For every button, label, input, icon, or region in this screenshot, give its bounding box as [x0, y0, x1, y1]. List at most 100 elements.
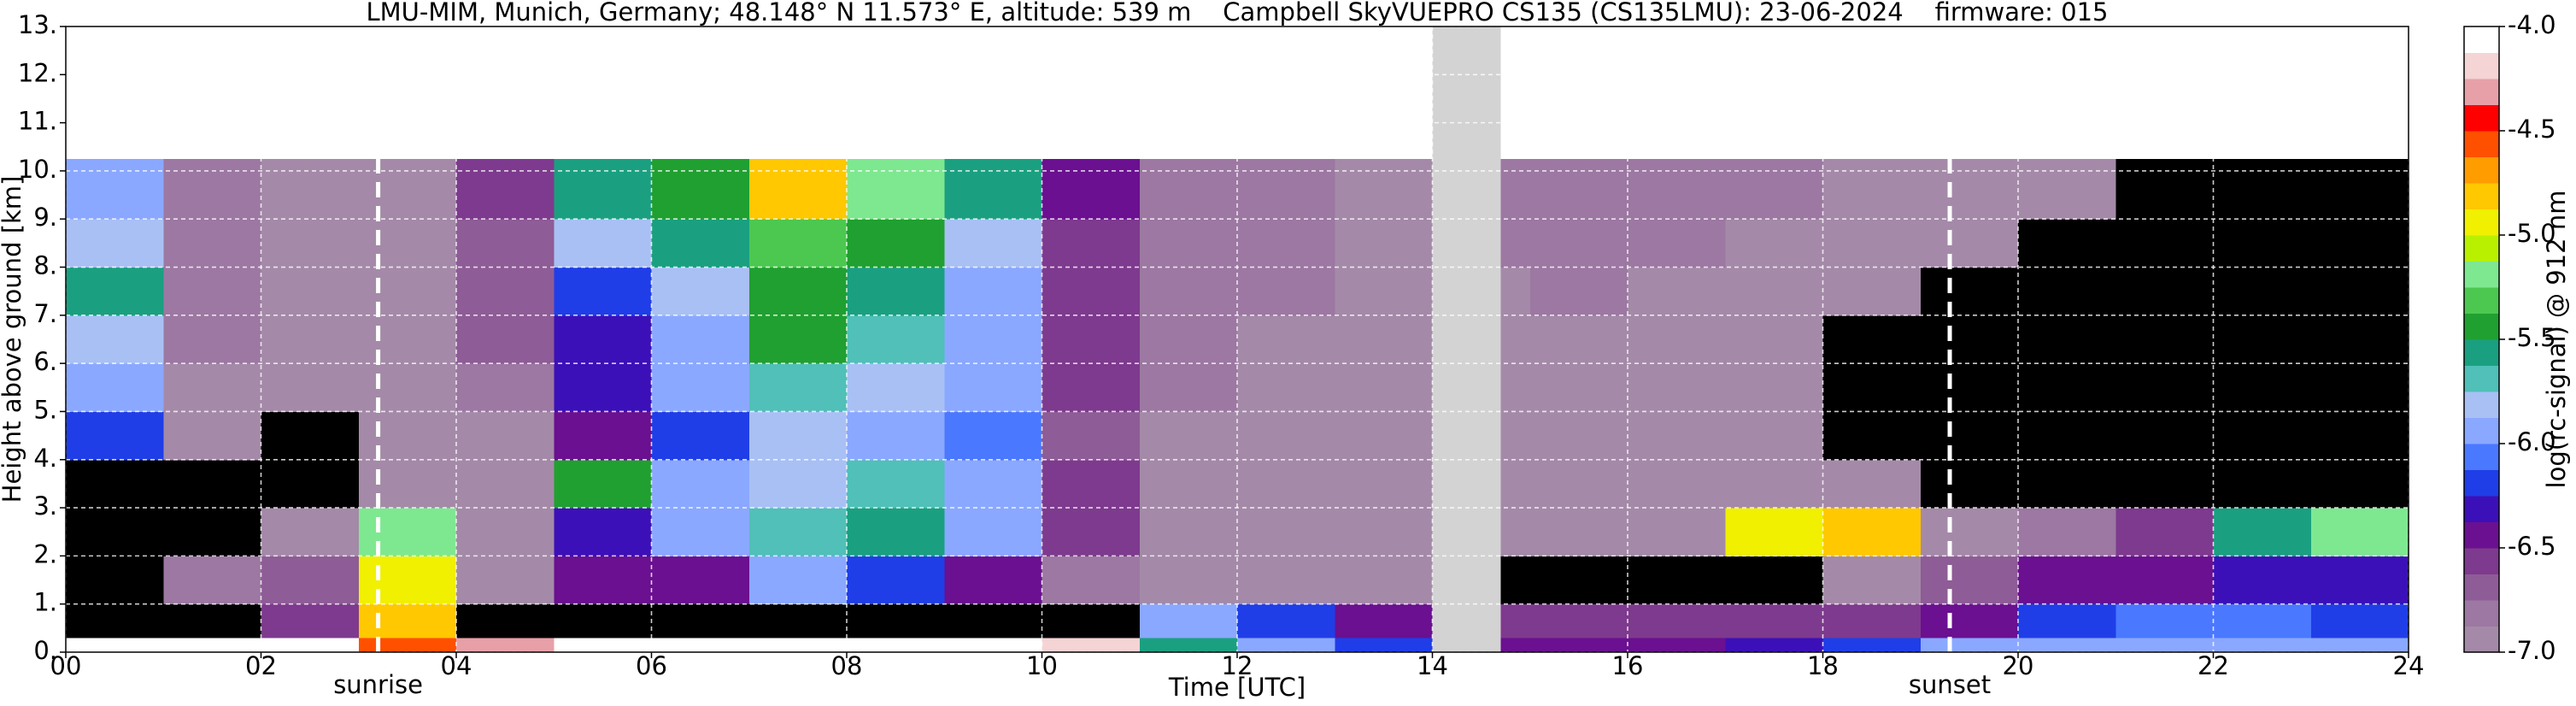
- heatmap-cell: [651, 556, 750, 605]
- heatmap-cell: [2018, 267, 2116, 316]
- heatmap-cell: [1628, 411, 1726, 461]
- heatmap-cell: [2213, 267, 2312, 316]
- heatmap-cell: [1335, 219, 1433, 268]
- heatmap-cell: [1500, 508, 1531, 556]
- heatmap-cell: [163, 158, 261, 220]
- heatmap-cell: [944, 363, 1042, 412]
- y-tick-label: 0.: [33, 636, 57, 665]
- heatmap-cell: [456, 638, 555, 653]
- heatmap-cell: [456, 603, 555, 638]
- heatmap-cell: [1822, 411, 1922, 461]
- heatmap-cell: [847, 158, 945, 220]
- heatmap-cell: [358, 267, 457, 316]
- heatmap-cell: [554, 459, 652, 509]
- heatmap-cell: [1139, 363, 1238, 412]
- heatmap-cell: [1920, 315, 2019, 364]
- heatmap-cell: [1822, 158, 1922, 220]
- heatmap-cell: [1237, 508, 1335, 556]
- heatmap-cell: [1628, 603, 1726, 638]
- heatmap-cell: [554, 363, 652, 412]
- heatmap-cell: [163, 556, 261, 605]
- heatmap-cell: [2115, 411, 2214, 461]
- colorbar-segment: [2464, 469, 2499, 497]
- heatmap-cell: [944, 603, 1042, 638]
- heatmap-cell: [847, 363, 945, 412]
- heatmap-cell: [1628, 267, 1726, 316]
- heatmap-cell: [2310, 315, 2409, 364]
- y-tick-label: 9.: [33, 203, 57, 232]
- heatmap-cell: [651, 411, 750, 461]
- heatmap-cell: [1335, 411, 1433, 461]
- colorbar-tick-label: -6.0: [2508, 427, 2556, 456]
- heatmap-cell: [2115, 508, 2214, 556]
- colorbar-segment: [2464, 235, 2499, 262]
- heatmap-cell: [358, 315, 457, 364]
- colorbar-segment: [2464, 156, 2499, 184]
- x-tick-label: 06: [636, 651, 667, 680]
- heatmap-cell: [2115, 315, 2214, 364]
- heatmap-cell: [1822, 638, 1922, 653]
- colorbar-segment: [2464, 574, 2499, 601]
- heatmap-cell: [847, 315, 945, 364]
- heatmap-cell: [1500, 267, 1531, 316]
- heatmap-cell: [2213, 603, 2312, 638]
- heatmap-cell: [358, 508, 457, 556]
- heatmap-cell: [2213, 315, 2312, 364]
- heatmap-cell: [456, 315, 555, 364]
- heatmap-cell: [651, 219, 750, 268]
- y-tick-label: 5.: [33, 395, 57, 424]
- heatmap-cell: [1920, 459, 2019, 509]
- heatmap-cell: [1335, 556, 1433, 605]
- y-tick-label: 3.: [33, 491, 57, 521]
- heatmap-cell: [1822, 459, 1922, 509]
- heatmap-cell: [1822, 556, 1922, 605]
- heatmap-cell: [1500, 315, 1531, 364]
- heatmap-cell: [1042, 158, 1141, 220]
- heatmap-cell: [2213, 556, 2312, 605]
- colorbar-segment: [2464, 287, 2499, 314]
- heatmap-cell: [1628, 508, 1726, 556]
- heatmap-cell: [1529, 158, 1628, 220]
- colorbar-segment: [2464, 444, 2499, 470]
- y-tick-label: 13.: [18, 10, 57, 39]
- colorbar-tick-label: -4.0: [2508, 10, 2556, 39]
- x-tick-label: 10: [1026, 651, 1058, 680]
- heatmap-cell: [554, 556, 652, 605]
- colorbar-tick-label: -4.5: [2508, 115, 2556, 144]
- heatmap-cell: [1139, 315, 1238, 364]
- plot-frame: [65, 26, 2409, 653]
- heatmap-cell: [1139, 411, 1238, 461]
- heatmap-cell: [1237, 459, 1335, 509]
- heatmap-cell: [1042, 363, 1141, 412]
- heatmap-cell: [163, 459, 261, 509]
- heatmap-cell: [1628, 459, 1726, 509]
- heatmap-cell: [1628, 363, 1726, 412]
- heatmap-cell: [847, 638, 945, 653]
- heatmap-cell: [358, 158, 457, 220]
- heatmap-cell: [1237, 638, 1335, 653]
- heatmap-cell: [651, 315, 750, 364]
- heatmap-cell: [944, 556, 1042, 605]
- heatmap-cell: [1500, 638, 1531, 653]
- heatmap-cell: [66, 363, 164, 412]
- heatmap-cell: [554, 315, 652, 364]
- heatmap-cell: [1628, 315, 1726, 364]
- heatmap-cell: [1822, 219, 1922, 268]
- heatmap-cell: [554, 267, 652, 316]
- heatmap-cell: [1335, 603, 1433, 638]
- heatmap-cell: [2018, 603, 2116, 638]
- heatmap-cell: [1139, 267, 1238, 316]
- heatmap-cell: [1335, 363, 1433, 412]
- heatmap-cell: [1237, 556, 1335, 605]
- heatmap-cell: [1529, 315, 1628, 364]
- heatmap-cell: [66, 158, 164, 220]
- heatmap-cell: [261, 411, 360, 461]
- heatmap-cell: [2213, 508, 2312, 556]
- heatmap-cell: [944, 508, 1042, 556]
- heatmap-cell: [1500, 219, 1531, 268]
- colorbar-label: log(rc-signal) @ 912 nm: [2542, 191, 2571, 489]
- heatmap-cell: [944, 219, 1042, 268]
- heatmap-cell: [261, 363, 360, 412]
- heatmap-cell: [1500, 411, 1531, 461]
- colorbar-segment: [2464, 79, 2499, 105]
